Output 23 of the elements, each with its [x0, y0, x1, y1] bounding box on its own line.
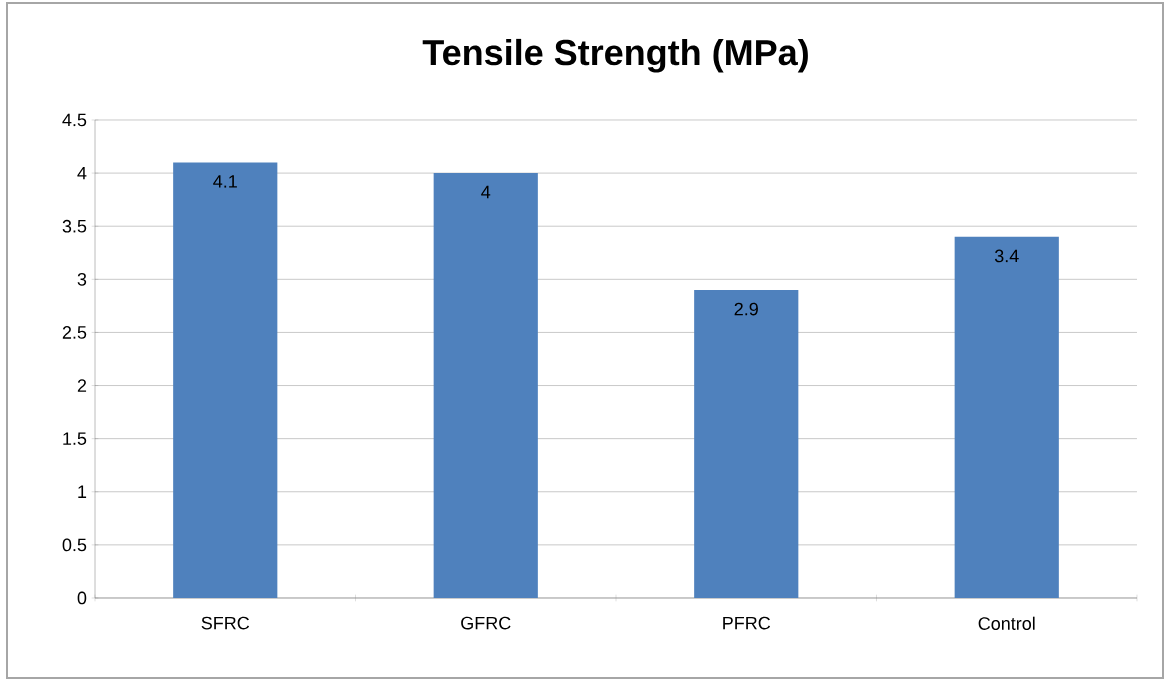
bar — [173, 162, 278, 598]
y-tick-label: 0 — [77, 591, 87, 605]
y-tick-label: 4.5 — [62, 113, 87, 127]
data-label: 3.4 — [994, 249, 1019, 263]
x-tick-label: PFRC — [723, 616, 771, 630]
bar — [694, 289, 799, 598]
y-tick-label: 1 — [78, 485, 87, 498]
y-tick-label: 3.5 — [62, 219, 87, 233]
bar — [433, 173, 538, 598]
data-label: 2.9 — [734, 302, 758, 316]
y-tick-label: 1.5 — [63, 432, 87, 445]
bar — [954, 236, 1059, 598]
x-tick-label: GFRC — [461, 616, 511, 630]
chart-title: Tensile Strength (MPa) — [422, 38, 808, 73]
y-tick-label: 4 — [77, 166, 87, 180]
x-tick-label: Control — [978, 616, 1035, 630]
x-tick-label: SFRC — [201, 616, 250, 630]
y-tick-label: 0.5 — [62, 538, 87, 552]
y-tick-label: 3 — [77, 272, 87, 286]
data-label: 4 — [481, 185, 491, 199]
y-tick-label: 2.5 — [62, 326, 87, 339]
y-tick-label: 2 — [77, 379, 87, 392]
data-label: 4.1 — [213, 175, 237, 188]
